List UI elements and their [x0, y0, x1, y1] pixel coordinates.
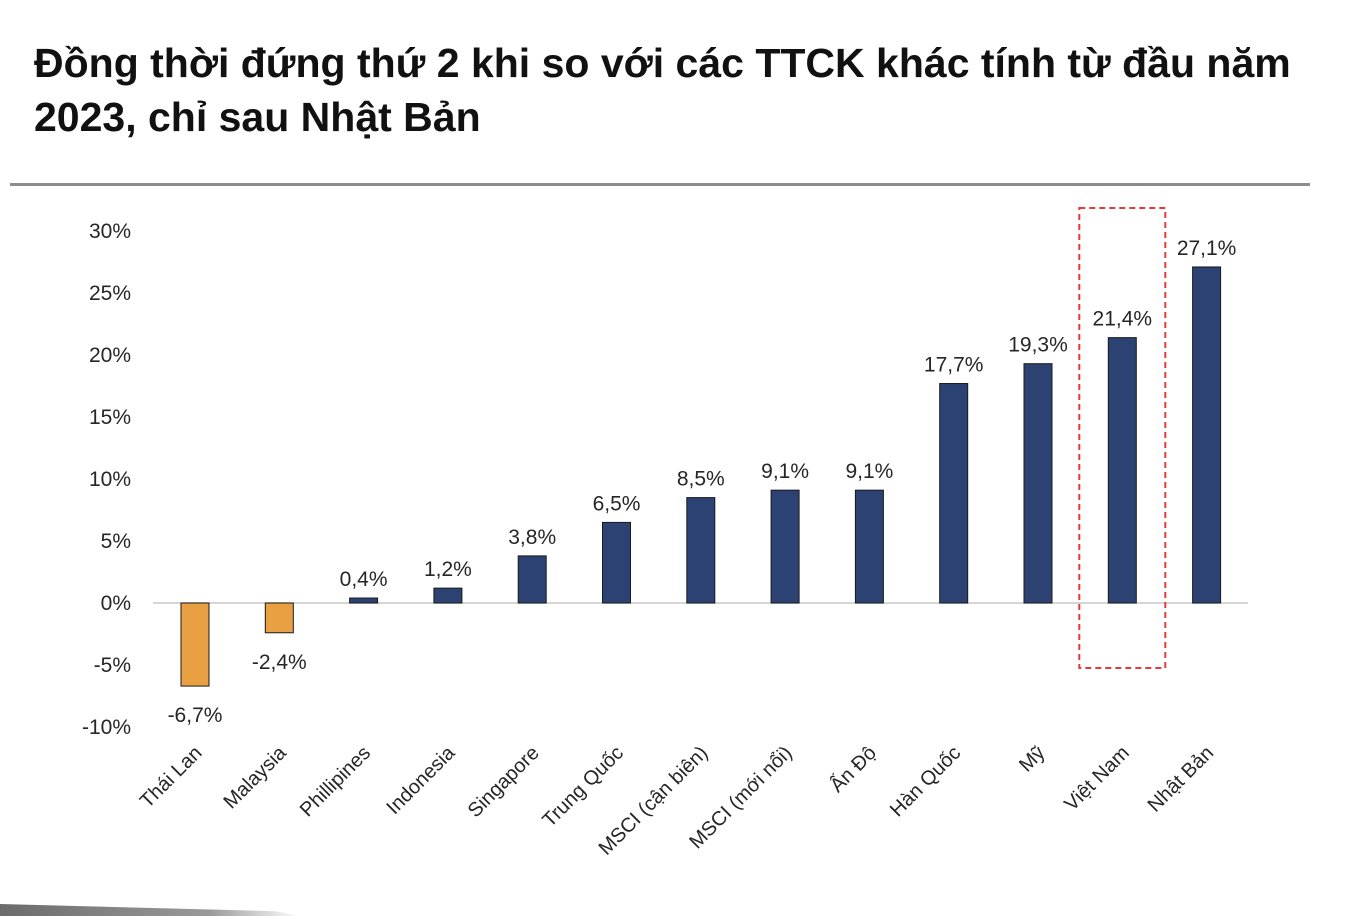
data-label: 1,2%: [424, 558, 472, 581]
y-tick-label: 15%: [89, 406, 131, 429]
bar-7: [770, 489, 800, 604]
x-tick-label: Ấn Độ: [825, 741, 881, 797]
y-tick-label: 5%: [101, 530, 131, 553]
bar-2: [349, 597, 379, 604]
data-label: -2,4%: [252, 651, 307, 674]
bar-series: [180, 266, 1222, 687]
data-label: 21,4%: [1093, 308, 1153, 331]
data-label: 19,3%: [1008, 334, 1068, 357]
bar-3: [433, 587, 463, 604]
y-axis: 30% 25% 20% 15% 10% 5% 0% -5% -10%: [82, 220, 131, 739]
x-tick-label: Mỹ: [1015, 742, 1049, 776]
data-label: -6,7%: [168, 704, 223, 727]
data-label: 3,8%: [508, 526, 556, 549]
bar-8: [854, 489, 884, 604]
x-tick-label: Indonesia: [383, 741, 461, 819]
data-label: 9,1%: [761, 460, 809, 483]
data-label: 8,5%: [677, 468, 725, 491]
x-tick-label: Nhật Bản: [1144, 742, 1219, 817]
x-tick-label: Phillipines: [296, 742, 375, 821]
data-label: 17,7%: [924, 354, 984, 377]
highlight-box: [1078, 207, 1167, 669]
y-tick-label: -10%: [82, 716, 131, 739]
bar-1: [264, 602, 294, 634]
data-label: 0,4%: [340, 568, 388, 591]
x-tick-label: Malaysia: [219, 741, 291, 813]
title-divider: [10, 183, 1310, 186]
page-title: Đồng thời đứng thứ 2 khi so với các TTCK…: [34, 40, 1291, 140]
y-tick-label: 20%: [89, 344, 131, 367]
y-tick-label: 30%: [89, 220, 131, 243]
bar-4: [517, 555, 547, 604]
y-tick-label: 10%: [89, 468, 131, 491]
x-tick-label: Singapore: [464, 742, 544, 822]
bar-0: [180, 602, 210, 687]
y-tick-label: -5%: [94, 654, 131, 677]
data-label: 9,1%: [845, 460, 893, 483]
data-label: 6,5%: [593, 492, 641, 515]
x-tick-label: Thái Lan: [136, 742, 207, 813]
y-tick-label: 25%: [89, 282, 131, 305]
bar-6: [686, 497, 716, 604]
x-tick-label: Hàn Quốc: [886, 742, 965, 821]
x-tick-label: Trung Quốc: [538, 742, 628, 832]
y-tick-label: 0%: [101, 592, 131, 615]
x-tick-label: Việt Nam: [1060, 742, 1133, 815]
x-axis-category-labels: Thái Lan Malaysia Phillipines Indonesia Sing…: [136, 741, 1218, 859]
bar-9: [939, 383, 969, 604]
data-label: 27,1%: [1177, 237, 1237, 260]
bar-12: [1192, 266, 1222, 604]
bar-11: [1107, 337, 1137, 604]
bar-10: [1023, 363, 1053, 604]
bar-5: [602, 521, 631, 604]
data-labels: -6,7% -2,4% 0,4% 1,2% 3,8% 6,5% 8,5% 9,1% 9,1% 17…: [168, 237, 1237, 727]
